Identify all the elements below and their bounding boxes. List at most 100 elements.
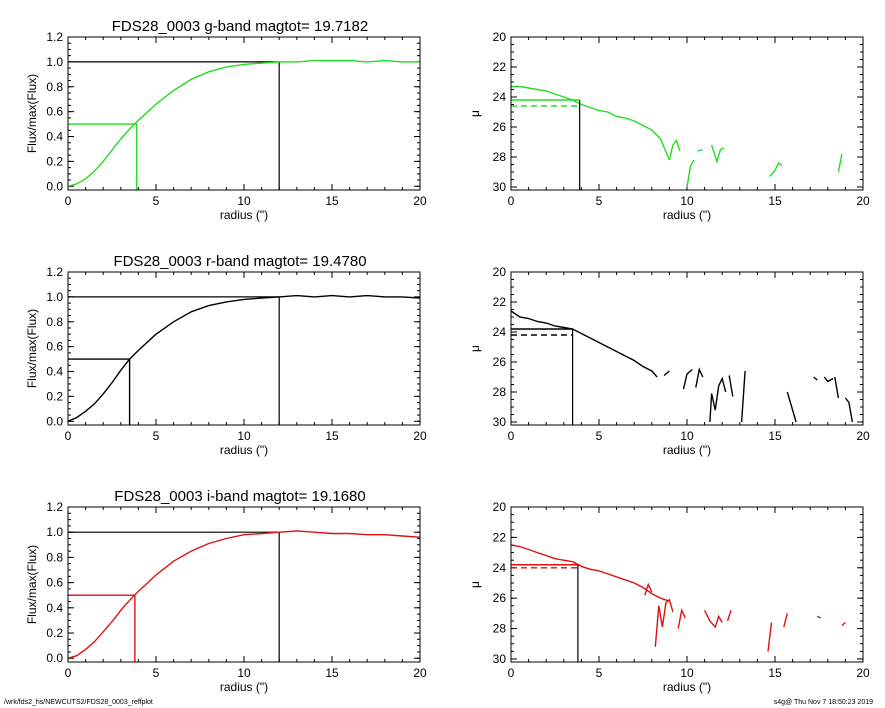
surface-brightness-segment: [786, 391, 797, 423]
x-tick-label: 5: [596, 666, 603, 680]
y-tick-label: 0.4: [46, 601, 63, 615]
plot-frame: [67, 36, 421, 191]
x-tick-label: 10: [237, 194, 251, 208]
x-tick-label: 15: [325, 666, 339, 680]
y-tick-label: 0.0: [46, 651, 63, 665]
surface-brightness-segment: [644, 582, 653, 596]
growth-curve-series: [68, 294, 420, 422]
y-axis-label: Flux/max(Flux): [25, 545, 39, 624]
surface-brightness-segment: [682, 368, 693, 390]
x-tick-label: 15: [768, 429, 782, 443]
surface-brightness-segment: [767, 622, 773, 652]
x-tick-label: 0: [65, 194, 72, 208]
y-tick-label: 30: [493, 652, 507, 666]
surface-brightness-segment: [511, 310, 658, 378]
y-tick-label: 26: [493, 355, 507, 369]
x-tick-label: 20: [856, 429, 870, 443]
x-tick-label: 5: [153, 429, 160, 443]
y-tick-label: 20: [493, 500, 507, 514]
surface-brightness-segment: [823, 376, 834, 383]
x-tick-label: 20: [856, 666, 870, 680]
y-tick-label: 0.2: [46, 154, 63, 168]
x-axis-label: radius ("): [663, 680, 711, 694]
x-tick-label: 10: [680, 666, 694, 680]
panel-title: FDS28_0003 r-band magtot= 19.4780: [113, 253, 366, 270]
y-tick-label: 1.2: [46, 500, 63, 514]
y-tick-label: 0.0: [46, 414, 63, 428]
y-tick-label: 1.0: [46, 55, 63, 69]
x-tick-label: 10: [680, 194, 694, 208]
x-tick-label: 0: [508, 194, 515, 208]
y-tick-label: 30: [493, 415, 507, 429]
x-tick-label: 0: [65, 666, 72, 680]
surface-brightness-segment: [844, 397, 854, 423]
x-axis-label: radius ("): [663, 443, 711, 457]
footer-timestamp: s4g@ Thu Nov 7 18:50:23 2019: [773, 699, 873, 706]
surface-brightness-segment: [841, 621, 846, 627]
surface-brightness-segment: [726, 610, 732, 622]
x-tick-label: 20: [413, 429, 427, 443]
x-tick-label: 20: [856, 194, 870, 208]
y-axis-label: μ: [468, 345, 482, 352]
y-tick-label: 22: [493, 295, 507, 309]
plot-frame: [510, 271, 864, 426]
y-tick-label: 30: [493, 180, 507, 194]
x-tick-label: 20: [413, 194, 427, 208]
x-tick-label: 5: [596, 194, 603, 208]
plot-area: [511, 544, 846, 662]
x-tick-label: 20: [413, 666, 427, 680]
surface-brightness-segment: [697, 148, 703, 152]
x-tick-label: 0: [65, 429, 72, 443]
surface-brightness-segment: [813, 376, 818, 381]
plot-area: [68, 294, 420, 425]
y-tick-label: 0.4: [46, 365, 63, 379]
y-tick-label: 0.8: [46, 80, 63, 94]
x-axis-label: radius ("): [663, 208, 711, 222]
y-tick-label: 20: [493, 265, 507, 279]
surface-brightness-segment: [816, 615, 822, 619]
x-tick-label: 10: [237, 429, 251, 443]
surface-brightness-segment: [663, 370, 670, 377]
y-tick-label: 0.2: [46, 389, 63, 403]
x-axis-label: radius ("): [220, 208, 268, 222]
y-tick-label: 1.0: [46, 290, 63, 304]
plot-area: [68, 530, 420, 662]
y-tick-label: 24: [493, 561, 507, 575]
x-tick-label: 15: [325, 194, 339, 208]
y-tick-label: 0.6: [46, 105, 63, 119]
y-tick-label: 24: [493, 325, 507, 339]
y-tick-label: 24: [493, 90, 507, 104]
y-tick-label: 0.8: [46, 550, 63, 564]
y-tick-label: 1.2: [46, 265, 63, 279]
x-axis-label: radius ("): [220, 443, 268, 457]
surface-brightness-segment: [677, 608, 686, 629]
panel-r-mu: 0 5 10 15 20 radius (") 20 22 24 26 28 30 μ: [468, 265, 870, 457]
x-axis-label: radius ("): [220, 680, 268, 694]
surface-brightness-segment: [709, 376, 727, 423]
plot-area: [511, 310, 854, 425]
surface-brightness-segment: [740, 370, 746, 423]
surface-brightness-segment: [769, 161, 783, 177]
surface-brightness-segment: [668, 139, 681, 161]
y-tick-label: 0.0: [46, 179, 63, 193]
x-tick-label: 15: [768, 666, 782, 680]
footer-file-path: /wrk/fds2_hs/NEWCUTS2/FDS28_0003_reffplo…: [4, 699, 153, 706]
y-tick-label: 0.2: [46, 626, 63, 640]
y-tick-label: 0.6: [46, 576, 63, 590]
panel-g-mu: 0 5 10 15 20 radius (") 20 22 24 26 28 30 μ: [468, 30, 870, 222]
x-tick-label: 5: [596, 429, 603, 443]
y-axis-label: μ: [468, 110, 482, 117]
plot-frame: [67, 506, 421, 663]
y-tick-label: 22: [493, 530, 507, 544]
y-tick-label: 1.2: [46, 30, 63, 44]
y-axis-label: Flux/max(Flux): [25, 74, 39, 153]
y-tick-label: 0.8: [46, 315, 63, 329]
surface-brightness-segment: [511, 85, 671, 161]
plot-frame: [510, 36, 864, 191]
y-tick-label: 28: [493, 150, 507, 164]
x-tick-label: 5: [153, 194, 160, 208]
y-tick-label: 26: [493, 591, 507, 605]
x-tick-label: 15: [325, 429, 339, 443]
surface-brightness-segment: [837, 153, 843, 173]
